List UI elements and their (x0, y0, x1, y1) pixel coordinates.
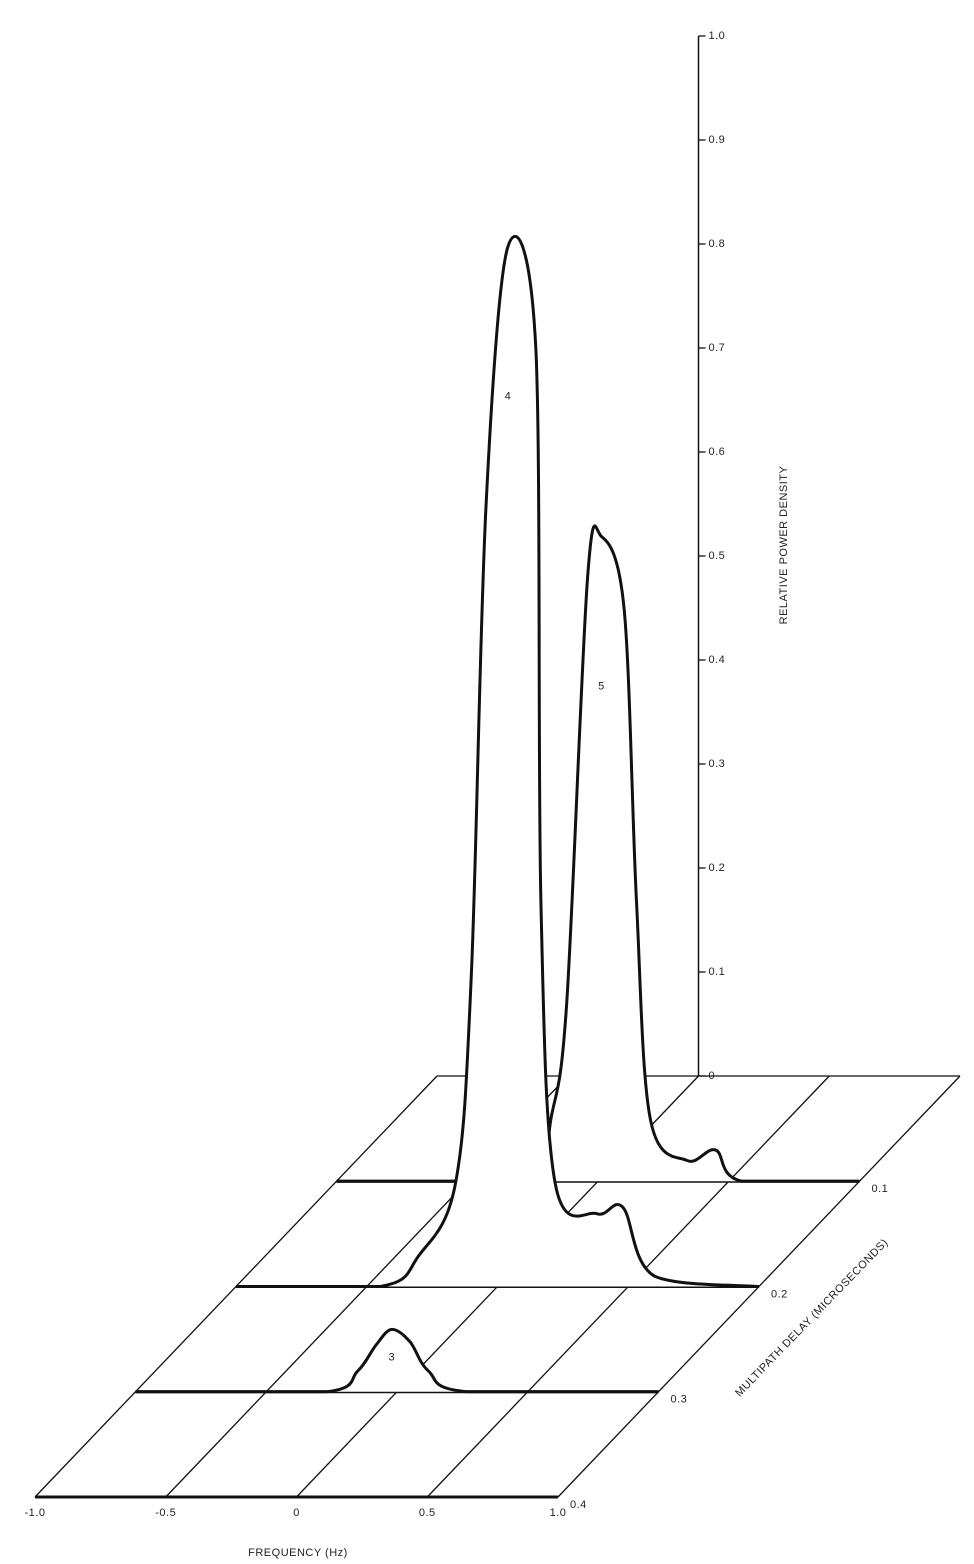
z-tick-label: 0.7 (709, 342, 726, 354)
curve-fill (336, 525, 860, 1182)
x-tick-label: 0 (293, 1507, 300, 1519)
z-tick-label: 1.0 (709, 30, 726, 42)
z-tick-label: 0 (709, 1070, 716, 1082)
x-tick-label: 1.0 (550, 1507, 567, 1519)
z-tick-label: 0.9 (709, 134, 726, 146)
x-axis-label: FREQUENCY (Hz) (248, 1547, 348, 1559)
curve-label: 4 (505, 390, 512, 402)
z-tick-label: 0.4 (709, 654, 726, 666)
y-tick-label: 0.3 (671, 1394, 688, 1406)
curve-fill (135, 1329, 659, 1392)
z-tick-label: 0.1 (709, 966, 726, 978)
y-tick-label: 0.2 (771, 1288, 788, 1300)
x-tick-label: 0.5 (419, 1507, 436, 1519)
curve-fill (236, 236, 759, 1287)
z-tick-label: 0.3 (709, 758, 726, 770)
z-tick-label: 0.8 (709, 238, 726, 250)
curve-label: 3 (388, 1351, 395, 1363)
z-tick-label: 0.5 (709, 550, 726, 562)
y-axis-label: MULTIPATH DELAY (MICROSECONDS) (733, 1237, 891, 1400)
z-tick-label: 0.2 (709, 862, 726, 874)
x-tick-label: -1.0 (25, 1507, 46, 1519)
curve (336, 524, 860, 1183)
curve (135, 1327, 659, 1394)
y-tick-label: 0.4 (570, 1499, 587, 1511)
z-tick-label: 0.6 (709, 446, 726, 458)
curve (236, 234, 760, 1289)
y-tick-label: 0.1 (872, 1183, 889, 1195)
x-tick-label: -0.5 (155, 1507, 176, 1519)
curve-label: 5 (598, 680, 605, 692)
z-axis-label: RELATIVE POWER DENSITY (778, 465, 790, 624)
